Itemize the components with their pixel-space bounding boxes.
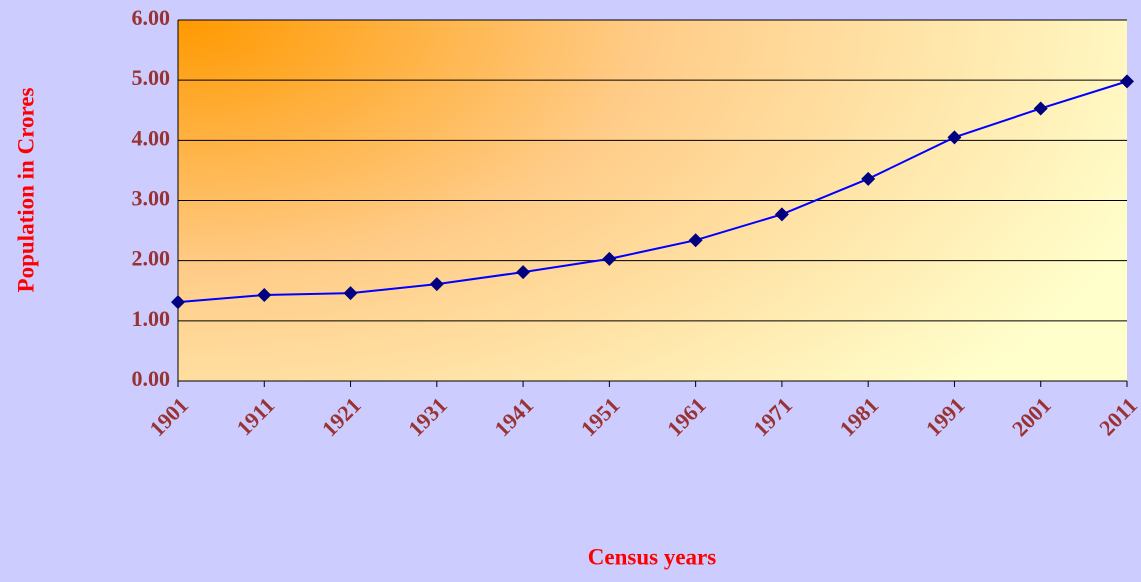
- marker: [516, 265, 531, 280]
- x-axis-title: Census years: [588, 544, 716, 569]
- x-tick-label: 2001: [1007, 392, 1056, 441]
- marker: [171, 295, 185, 310]
- y-axis-title: Population in Crores: [13, 88, 38, 293]
- x-tick-label: 1901: [144, 392, 193, 441]
- y-tick-label: 2.00: [132, 246, 171, 271]
- marker: [343, 286, 358, 301]
- x-tick-label: 1971: [748, 392, 797, 441]
- x-tick-label: 1911: [231, 392, 279, 440]
- marker: [602, 251, 617, 266]
- x-tick-label: 1991: [921, 392, 970, 441]
- marker: [774, 207, 789, 222]
- y-tick-label: 5.00: [132, 65, 171, 90]
- y-tick-label: 1.00: [132, 306, 171, 331]
- y-tick-label: 6.00: [132, 5, 171, 30]
- marker: [1033, 101, 1048, 116]
- x-tick-label: 1961: [662, 392, 711, 441]
- x-tick-label: 1981: [834, 392, 883, 441]
- y-tick-label: 3.00: [132, 186, 171, 211]
- x-tick-label: 1931: [403, 392, 452, 441]
- y-tick-label: 0.00: [132, 366, 171, 391]
- marker: [1120, 74, 1134, 89]
- marker: [429, 277, 444, 292]
- x-tick-label: 1951: [576, 392, 625, 441]
- x-tick-label: 2011: [1094, 392, 1141, 440]
- x-tick-label: 1941: [489, 392, 538, 441]
- line: [177, 80, 1128, 304]
- marker: [688, 233, 703, 248]
- x-tick-label: 1921: [317, 392, 366, 441]
- marker: [947, 130, 962, 145]
- y-tick-label: 4.00: [132, 125, 171, 150]
- marker: [861, 171, 876, 186]
- marker: [257, 287, 272, 302]
